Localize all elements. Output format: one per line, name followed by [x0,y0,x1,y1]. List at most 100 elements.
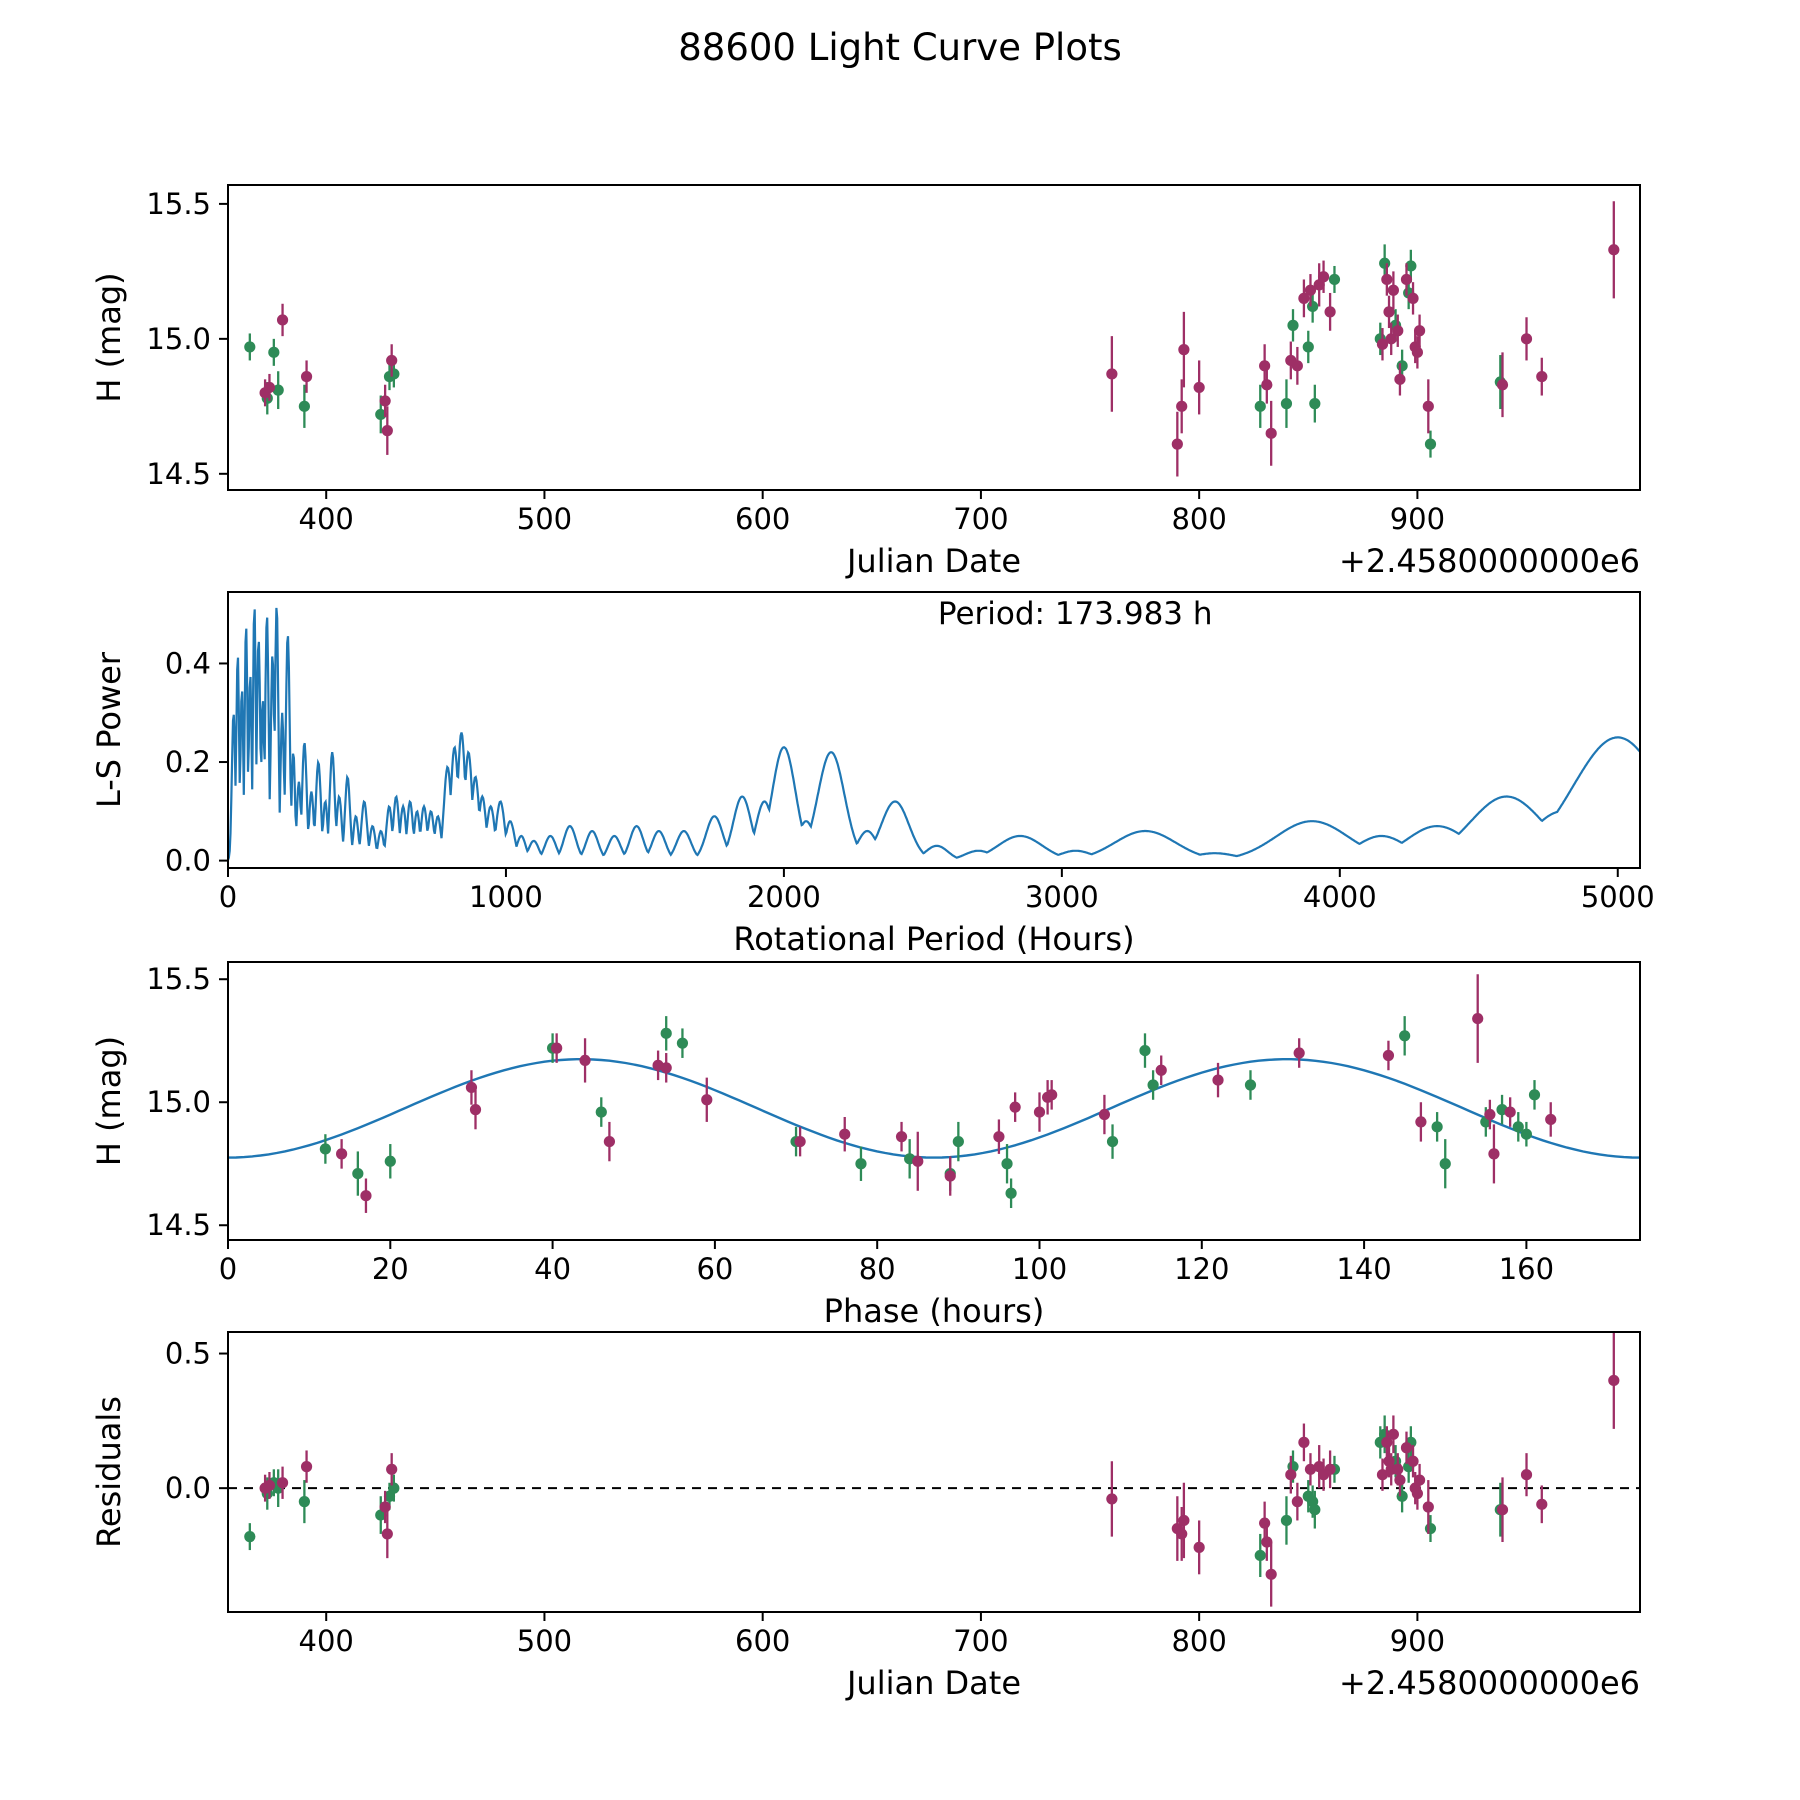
data-point [1382,1049,1395,1062]
data-point [1396,1490,1408,1502]
data-point [263,381,276,394]
data-point [1254,400,1266,412]
data-point [300,1461,313,1473]
phase-folded-light-curve-plot: 0 20 40 60 80 100 120 140 160 14.5 15.0 15.5 Phase (… [90,961,1641,1330]
data-point [1298,292,1310,304]
data-point [379,395,391,407]
data-point [1387,284,1399,296]
sinusoid-fit-curve [228,1057,1640,1159]
data-series-filter-1 [319,1016,1541,1209]
periodogram-curve [228,607,1640,861]
lomb-scargle-periodogram-data-area [228,607,1640,861]
phase-folded-light-curve-data-area [228,974,1640,1213]
data-point [1496,379,1509,391]
x-tick-label: 800 [1171,1624,1226,1658]
data-point [1528,1089,1541,1101]
data-point [1212,1074,1224,1086]
data-point [1285,1469,1297,1481]
data-point [1176,1528,1188,1540]
x-axis-offset-label: +2.4580000000e6 [1339,542,1640,580]
data-point [268,346,280,358]
data-point [1376,338,1389,350]
data-point [1422,400,1434,412]
data-point [1298,1436,1310,1448]
data-point [1496,1504,1509,1516]
data-point [1293,1047,1305,1059]
data-series-filter-1 [244,244,1506,458]
data-point [701,1094,713,1106]
x-tick-label: 5000 [1581,880,1655,914]
lomb-scargle-periodogram-plot: 0 1000 2000 3000 4000 5000 0.0 0.2 0.4 Rotational… [90,591,1655,958]
data-point [1009,1101,1021,1113]
axes-frame [227,961,1641,1241]
data-point [579,1054,591,1067]
x-tick-label: 900 [1390,1624,1445,1658]
data-point [1396,360,1408,372]
data-point [1484,1108,1496,1121]
data-point [1265,427,1277,439]
data-point [319,1143,331,1155]
x-tick-label: 500 [517,1624,572,1658]
data-point [595,1106,607,1118]
data-point [1407,292,1419,304]
data-point [1261,1536,1273,1548]
data-point [895,1131,908,1143]
data-point [298,400,310,412]
data-point [1304,284,1317,296]
data-point [1608,244,1620,256]
data-point [272,384,284,396]
data-point [1439,1158,1451,1170]
x-tick-label: 2000 [747,880,821,914]
x-tick-label: 900 [1390,502,1445,536]
x-tick-label: 1000 [469,880,543,914]
data-point [1399,1030,1411,1042]
data-point [1259,360,1271,372]
data-point [1244,1079,1257,1091]
x-tick-label: 700 [953,502,1008,536]
y-tick-label: 15.0 [146,322,211,356]
data-point [386,354,398,367]
data-point [1520,1128,1532,1140]
x-tick-label: 0 [219,880,237,914]
data-point [1287,319,1299,331]
data-point [1309,1504,1321,1516]
data-series-filter-2 [259,201,1620,477]
x-tick-label: 400 [299,502,354,536]
data-point [1392,325,1404,337]
data-point [1424,438,1437,450]
data-point [381,425,393,437]
y-tick-label: 14.5 [146,1208,211,1242]
data-point [1307,300,1319,313]
data-point [1155,1064,1167,1076]
data-point [1379,257,1391,269]
y-tick-label: 14.5 [146,457,211,491]
data-point [1407,1455,1419,1467]
data-point [1098,1108,1111,1121]
data-point [244,1531,256,1543]
data-point [1394,1474,1406,1486]
data-point [1324,306,1336,318]
data-point [388,368,400,380]
y-tick-label: 15.0 [146,1085,211,1119]
figure-title: 88600 Light Curve Plots [678,26,1122,69]
data-point [1472,1012,1484,1025]
data-point [276,314,289,326]
data-point [1261,379,1273,391]
data-point [855,1158,867,1170]
data-point [360,1190,372,1202]
data-point [794,1135,806,1148]
data-point [1413,1474,1426,1486]
data-point [1291,1496,1303,1508]
y-tick-label: 0.5 [165,1337,211,1371]
x-tick-label: 40 [534,1252,571,1286]
data-point [839,1128,851,1140]
period-annotation: Period: 173.983 h [938,596,1213,632]
data-point [1254,1549,1266,1562]
data-point [1176,400,1188,412]
x-axis-label: Julian Date [845,1664,1021,1702]
data-point [1431,1121,1443,1133]
data-point [1383,306,1395,318]
data-point [1178,344,1190,356]
data-point [1394,373,1406,385]
